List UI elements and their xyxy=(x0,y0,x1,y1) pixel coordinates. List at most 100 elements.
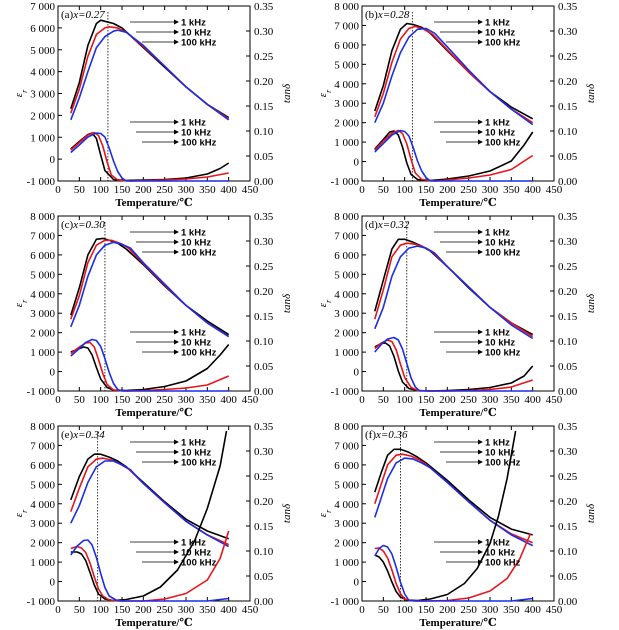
freq-label-lower-arrowhead xyxy=(174,119,179,125)
y2-tick-label: 0.15 xyxy=(558,521,578,533)
freq-label-upper-arrowhead xyxy=(174,459,179,465)
freq-label-lower-text: 10 kHz xyxy=(181,548,211,559)
x-tick-label: 0 xyxy=(55,604,61,616)
x-axis-label: Temperature/℃ xyxy=(419,407,496,419)
y2-tick-label: 0.10 xyxy=(254,336,274,348)
y-tick-label: 8 000 xyxy=(334,211,359,223)
y2-tick-label: 0.00 xyxy=(254,596,274,608)
panel-label: (d)x=0.32 xyxy=(365,219,410,231)
y2-tick-label: 0.05 xyxy=(558,151,578,163)
x-tick-label: 200 xyxy=(439,184,456,196)
y-tick-label: 4 000 xyxy=(30,499,55,511)
y2-tick-label: 0.05 xyxy=(558,361,578,373)
panel-label: (e)x=0.34 xyxy=(61,429,105,441)
y2-tick-label: 0.10 xyxy=(558,126,578,138)
y-tick-label: 3 000 xyxy=(334,518,359,530)
y-tick-label: 3 000 xyxy=(30,308,55,320)
y2-tick-label: 0.05 xyxy=(254,571,274,583)
y2-tick-label: 0.30 xyxy=(254,236,274,248)
permittivity-curve-100khz xyxy=(374,27,534,126)
y2-tick-label: 0.20 xyxy=(558,286,578,298)
freq-label-lower-text: 10 kHz xyxy=(485,338,515,349)
x-axis-label: Temperature/℃ xyxy=(115,407,192,419)
y2-tick-label: 0.30 xyxy=(558,26,578,38)
freq-label-lower-text: 1 kHz xyxy=(181,538,206,549)
x-tick-label: 200 xyxy=(135,394,152,406)
x-tick-label: 450 xyxy=(242,394,259,406)
freq-label-upper-arrowhead xyxy=(478,449,483,455)
y-tick-label: 2 000 xyxy=(30,110,55,122)
freq-label-lower-arrowhead xyxy=(478,349,483,355)
y-tick-label: 6 000 xyxy=(334,250,359,262)
y-axis-label: εr xyxy=(317,509,333,517)
x-tick-label: 450 xyxy=(546,184,563,196)
x-tick-label: 150 xyxy=(114,184,131,196)
x-tick-label: 400 xyxy=(524,394,541,406)
freq-label-upper-text: 10 kHz xyxy=(181,238,211,249)
freq-label-upper-text: 10 kHz xyxy=(485,238,515,249)
x-tick-label: 50 xyxy=(378,604,390,616)
x-tick-label: 100 xyxy=(396,394,413,406)
y2-tick-label: 0.25 xyxy=(254,51,274,63)
freq-label-upper-text: 1 kHz xyxy=(485,18,510,29)
freq-label-lower-arrowhead xyxy=(478,129,483,135)
x-tick-label: 200 xyxy=(135,184,152,196)
freq-label-upper-arrowhead xyxy=(478,439,483,445)
panel-label: (a)x=0.27 xyxy=(61,9,105,21)
y-tick-label: -1 000 xyxy=(27,386,56,398)
x-tick-label: 350 xyxy=(199,394,216,406)
x-tick-label: 50 xyxy=(378,184,390,196)
y-tick-label: 3 000 xyxy=(334,98,359,110)
freq-label-lower-text: 1 kHz xyxy=(485,538,510,549)
x-tick-label: 50 xyxy=(74,394,86,406)
x-tick-label: 50 xyxy=(74,604,86,616)
y-tick-label: 7 000 xyxy=(30,230,55,242)
y-tick-label: 7 000 xyxy=(30,440,55,452)
y-tick-label: 0 xyxy=(354,367,360,379)
freq-label-lower-arrowhead xyxy=(478,559,483,565)
y2-axis-label: tanδ xyxy=(281,503,293,523)
x-axis-label: Temperature/℃ xyxy=(419,617,496,629)
y2-tick-label: 0.35 xyxy=(254,1,274,13)
x-axis-label: Temperature/℃ xyxy=(115,197,192,209)
freq-label-upper-text: 100 kHz xyxy=(181,458,217,469)
x-tick-label: 200 xyxy=(135,604,152,616)
y2-tick-label: 0.25 xyxy=(558,261,578,273)
y-tick-label: 3 000 xyxy=(30,518,55,530)
y2-axis-label: tanδ xyxy=(585,503,597,523)
y-tick-label: -1 000 xyxy=(27,596,56,608)
x-tick-label: 0 xyxy=(359,184,365,196)
freq-label-upper-text: 100 kHz xyxy=(181,248,217,259)
y-tick-label: 5 000 xyxy=(334,59,359,71)
y-tick-label: 1 000 xyxy=(334,347,359,359)
freq-label-lower-arrowhead xyxy=(478,329,483,335)
permittivity-curve-100khz xyxy=(70,29,230,121)
freq-label-upper-text: 100 kHz xyxy=(181,38,217,49)
x-tick-label: 350 xyxy=(503,604,520,616)
x-tick-label: 150 xyxy=(418,604,435,616)
freq-label-lower-text: 100 kHz xyxy=(181,138,217,149)
x-tick-label: 300 xyxy=(482,604,499,616)
loss-curve-100khz xyxy=(374,129,533,182)
y-tick-label: 6 000 xyxy=(30,460,55,472)
y-tick-label: 8 000 xyxy=(30,421,55,433)
y-tick-label: 3 000 xyxy=(334,308,359,320)
x-tick-label: 450 xyxy=(242,604,259,616)
x-tick-label: 100 xyxy=(396,604,413,616)
y-tick-label: 6 000 xyxy=(30,23,55,35)
y-tick-label: -1 000 xyxy=(331,176,360,188)
y-tick-label: 7 000 xyxy=(334,440,359,452)
x-tick-label: 250 xyxy=(460,184,477,196)
freq-label-upper-arrowhead xyxy=(174,29,179,35)
y2-tick-label: 0.00 xyxy=(254,386,274,398)
y2-tick-label: 0.05 xyxy=(558,571,578,583)
freq-label-lower-arrowhead xyxy=(174,539,179,545)
x-tick-label: 100 xyxy=(92,184,109,196)
x-tick-label: 350 xyxy=(503,394,520,406)
freq-label-upper-arrowhead xyxy=(174,449,179,455)
y-tick-label: 0 xyxy=(354,157,360,169)
y-tick-label: 8 000 xyxy=(30,211,55,223)
permittivity-curve-100khz xyxy=(70,460,230,548)
y-tick-label: 5 000 xyxy=(334,479,359,491)
y-tick-label: 6 000 xyxy=(30,250,55,262)
